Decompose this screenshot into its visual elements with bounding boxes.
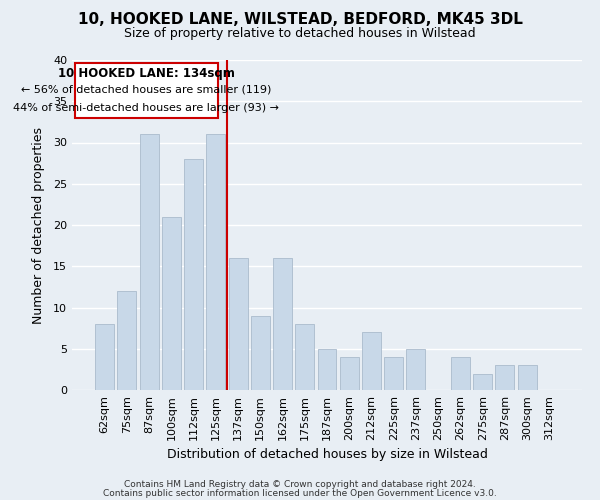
Text: ← 56% of detached houses are smaller (119): ← 56% of detached houses are smaller (11…: [21, 84, 271, 95]
Text: 10 HOOKED LANE: 134sqm: 10 HOOKED LANE: 134sqm: [58, 66, 235, 80]
Bar: [295, 324, 314, 390]
Bar: [273, 258, 292, 390]
Bar: [184, 159, 203, 390]
Bar: [229, 258, 248, 390]
Text: Contains HM Land Registry data © Crown copyright and database right 2024.: Contains HM Land Registry data © Crown c…: [124, 480, 476, 489]
Text: Size of property relative to detached houses in Wilstead: Size of property relative to detached ho…: [124, 28, 476, 40]
Bar: [140, 134, 158, 390]
Text: 10, HOOKED LANE, WILSTEAD, BEDFORD, MK45 3DL: 10, HOOKED LANE, WILSTEAD, BEDFORD, MK45…: [77, 12, 523, 28]
Bar: [206, 134, 225, 390]
X-axis label: Distribution of detached houses by size in Wilstead: Distribution of detached houses by size …: [167, 448, 487, 462]
FancyBboxPatch shape: [74, 64, 218, 118]
Bar: [251, 316, 270, 390]
Bar: [340, 357, 359, 390]
Y-axis label: Number of detached properties: Number of detached properties: [32, 126, 44, 324]
Text: 44% of semi-detached houses are larger (93) →: 44% of semi-detached houses are larger (…: [13, 103, 279, 113]
Bar: [95, 324, 114, 390]
Bar: [384, 357, 403, 390]
Bar: [406, 349, 425, 390]
Bar: [162, 217, 181, 390]
Bar: [518, 365, 536, 390]
Bar: [362, 332, 381, 390]
Bar: [451, 357, 470, 390]
Bar: [118, 291, 136, 390]
Bar: [473, 374, 492, 390]
Bar: [496, 365, 514, 390]
Text: Contains public sector information licensed under the Open Government Licence v3: Contains public sector information licen…: [103, 488, 497, 498]
Bar: [317, 349, 337, 390]
